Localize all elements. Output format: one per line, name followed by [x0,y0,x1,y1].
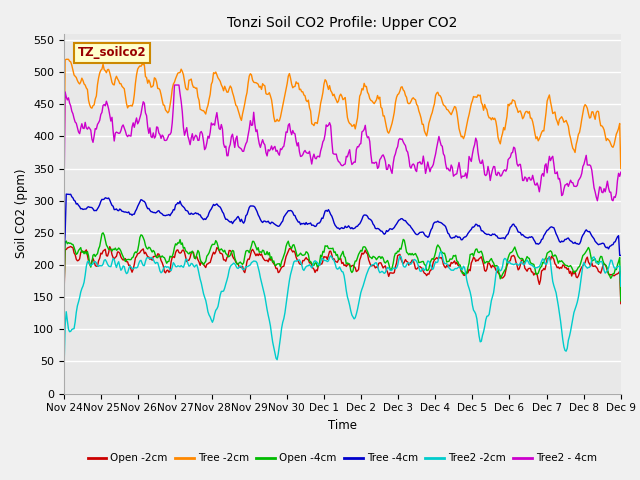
Y-axis label: Soil CO2 (ppm): Soil CO2 (ppm) [15,169,28,258]
Title: Tonzi Soil CO2 Profile: Upper CO2: Tonzi Soil CO2 Profile: Upper CO2 [227,16,458,30]
Text: TZ_soilco2: TZ_soilco2 [78,46,147,59]
X-axis label: Time: Time [328,419,357,432]
Legend: Open -2cm, Tree -2cm, Open -4cm, Tree -4cm, Tree2 -2cm, Tree2 - 4cm: Open -2cm, Tree -2cm, Open -4cm, Tree -4… [83,449,602,468]
